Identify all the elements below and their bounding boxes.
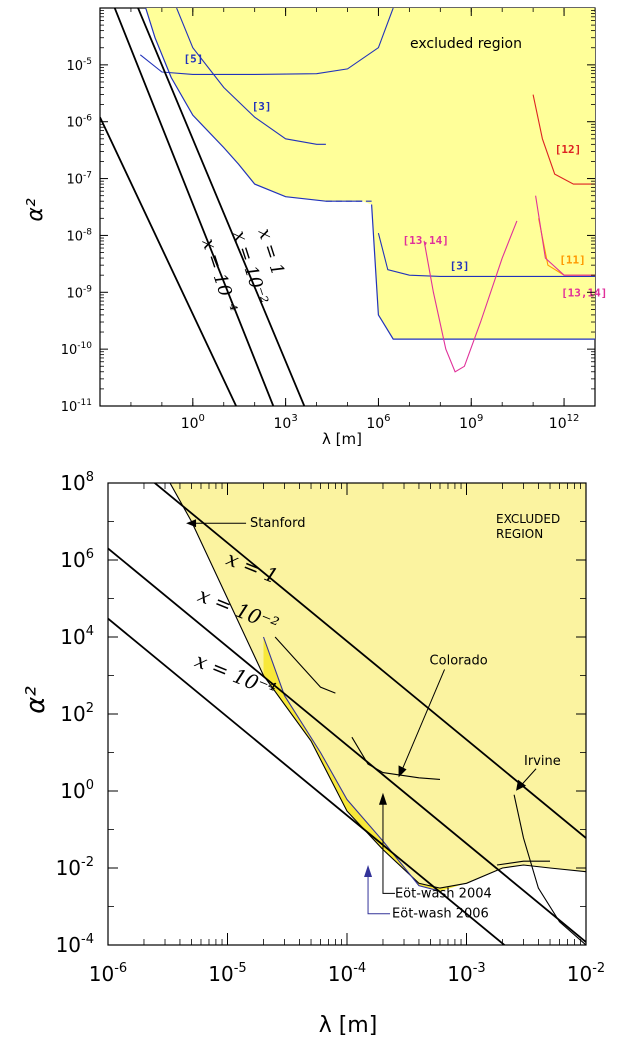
top-x-line-0 — [137, 8, 306, 406]
top-excluded-region-label: excluded region — [410, 36, 522, 52]
top-x-tick-label-2: 106 — [366, 413, 390, 432]
top-x-tick-label-1: 103 — [274, 413, 298, 432]
top-ref-label-4: [12] — [555, 143, 582, 156]
bottom-x-tick-label-1: 10-5 — [208, 961, 246, 986]
top-x-axis-title: λ [m] — [322, 430, 362, 448]
top-y-axis-title: α² — [23, 198, 48, 222]
irvine-label: Irvine — [524, 754, 561, 769]
stanford-arrow-head — [186, 519, 197, 528]
top-boundary-right-curve — [371, 204, 595, 340]
top-y-tick-label-1: 10-6 — [66, 114, 92, 131]
bottom-series-line-e-t-wash-2004-0 — [169, 483, 586, 889]
bottom-excluded-region-2004 — [170, 483, 586, 889]
top-x-tick-label-4: 1012 — [549, 413, 580, 432]
stanford-label: Stanford — [250, 516, 305, 531]
bottom-plot-area — [108, 483, 586, 945]
top-x-tick-label-3: 109 — [459, 413, 483, 432]
bottom-y-tick-label-0: 108 — [60, 470, 94, 495]
top-boundary-left-curve — [145, 8, 363, 202]
bottom-excluded-region-label-1: EXCLUDED — [496, 512, 560, 526]
bottom-series-line-irvine-4 — [513, 794, 586, 945]
bottom-series-line-colorado-3 — [351, 736, 441, 780]
bottom-series-line-e-t-wash-2006-1 — [262, 636, 441, 892]
eotwash-2006-label: Eöt-wash 2006 — [392, 907, 489, 922]
top-x-line-1 — [113, 8, 275, 406]
top-y-tick-label-0: 10-5 — [66, 57, 92, 74]
top-ref-label-3: [13,14] — [403, 234, 449, 247]
bottom-y-axis-title: α² — [21, 686, 51, 714]
top-y-tick-label-3: 10-8 — [66, 227, 92, 244]
top-ref-label-0: [5] — [183, 53, 203, 66]
top-y-tick-label-6: 10-11 — [61, 398, 92, 415]
top-series-line-3-1 — [176, 8, 326, 145]
top-ref-label-1: [3] — [252, 100, 272, 113]
bottom-x-axis-title: λ [m] — [319, 1013, 378, 1038]
bottom-y-tick-label-3: 102 — [60, 701, 94, 726]
bottom-excluded-region-label-2: REGION — [496, 527, 543, 541]
top-panel: [5][3][3][13,14][12][11][13,14]x = 1x = … — [23, 7, 607, 448]
top-x-tick-label-0: 100 — [181, 413, 205, 432]
eotwash-2004-arrow-line — [382, 800, 395, 894]
colorado-label: Colorado — [430, 653, 488, 668]
colorado-arrow-line — [400, 669, 446, 774]
top-series-line-13-14-3 — [423, 220, 518, 373]
bottom-x-tick-label-3: 10-3 — [447, 961, 485, 986]
top-series-line-5-0 — [139, 8, 394, 75]
top-series-line-12-4 — [532, 94, 595, 185]
bottom-y-tick-label-1: 106 — [60, 547, 94, 572]
eotwash-2004-label: Eöt-wash 2004 — [395, 886, 492, 901]
eotwash-2004-arrow-head — [378, 792, 387, 805]
colorado-arrow-head — [398, 765, 407, 778]
bottom-y-tick-label-6: 10-4 — [56, 932, 94, 957]
top-y-tick-label-4: 10-9 — [66, 284, 92, 301]
top-ref-label-2: [3] — [450, 260, 470, 273]
bottom-x-line-1 — [108, 547, 586, 943]
top-ref-label-6: [13,14] — [561, 286, 607, 299]
top-x-line-2 — [100, 116, 237, 406]
bottom-x-tick-label-4: 10-2 — [567, 961, 605, 986]
bottom-series-line-curve-5 — [496, 860, 550, 866]
top-y-tick-label-5: 10-10 — [61, 341, 93, 358]
bottom-plot-frame — [107, 482, 587, 946]
top-y-tick-label-2: 10-7 — [66, 171, 92, 188]
bottom-x-tick-label-2: 10-4 — [328, 961, 366, 986]
bottom-y-tick-label-4: 100 — [60, 778, 94, 803]
eotwash-2006-arrow-line — [367, 872, 391, 915]
top-series-line-13-14-6 — [535, 195, 595, 276]
top-excluded-region — [145, 8, 595, 340]
top-plot-area — [100, 8, 595, 406]
top-ref-label-5: [11] — [559, 254, 586, 267]
bottom-y-tick-label-5: 10-2 — [56, 855, 94, 880]
bottom-x-line-0 — [153, 483, 586, 839]
bottom-y-tick-label-2: 104 — [60, 624, 94, 649]
bottom-x-tick-label-0: 10-6 — [89, 961, 127, 986]
eotwash-2006-arrow-head — [364, 864, 373, 877]
bottom-panel: x = 1x = 10⁻²x = 10⁻⁴StanfordColoradoIrv… — [21, 470, 605, 1038]
bottom-x-line-2 — [108, 617, 506, 945]
bottom-series-line-stanford-2 — [274, 636, 336, 694]
irvine-arrow-head — [516, 779, 527, 791]
top-series-line-3-2 — [377, 232, 595, 277]
